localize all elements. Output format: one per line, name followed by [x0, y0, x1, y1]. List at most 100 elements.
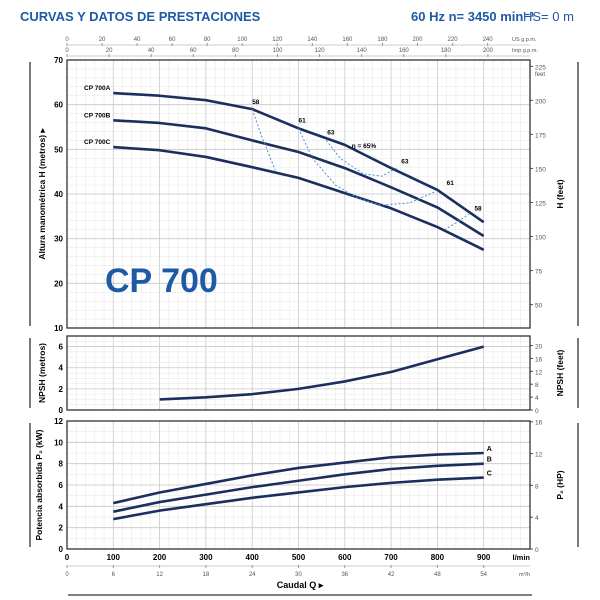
x-tick-label: 600: [338, 553, 352, 562]
curve-label: CP 700A: [84, 85, 111, 92]
x-tick-label: 300: [199, 553, 213, 562]
top-axis-unit: Imp g.p.m.: [512, 48, 538, 54]
top-axis-label: 180: [441, 48, 452, 54]
curve-c: [113, 476, 484, 521]
y-tick-label: 0: [59, 406, 64, 415]
m3h-unit: m³/h: [519, 572, 530, 578]
y-tick-label: 60: [54, 101, 63, 110]
m3h-tick-label: 18: [203, 572, 210, 578]
top-axis-label: 160: [342, 37, 353, 43]
efficiency-label: η = 65%: [352, 143, 377, 150]
y-tick-label: 2: [59, 385, 64, 394]
efficiency-line-58: [444, 213, 470, 231]
right-tick-label: 150: [535, 166, 546, 173]
top-axis-label: 40: [134, 37, 141, 43]
top-axis-label: 100: [272, 48, 283, 54]
right-tick-label: 8: [535, 483, 539, 490]
m3h-tick-label: 24: [249, 572, 256, 578]
curve-b: [113, 462, 484, 513]
curve-cp-700b: [113, 119, 485, 238]
top-axis-label: 0: [65, 37, 69, 43]
y-tick-label: 10: [54, 324, 63, 333]
y-axis-title: Altura manométrica H (metros) ▸: [37, 128, 47, 260]
right-tick-label: 12: [535, 369, 543, 376]
x-tick-label: 700: [384, 553, 398, 562]
top-axis-label: 240: [483, 37, 494, 43]
x-axis-title: Caudal Q ▸: [277, 580, 324, 590]
curve-npsh: [159, 345, 485, 401]
right-tick-label: 16: [535, 420, 543, 427]
right-tick-label: 16: [535, 356, 543, 363]
y-axis-title-right: H (feet): [555, 179, 565, 208]
y-tick-label: 20: [54, 279, 63, 288]
right-tick-label: 50: [535, 303, 543, 310]
m3h-tick-label: 0: [65, 572, 69, 578]
efficiency-line-58: [251, 108, 276, 171]
page-title: CURVAS Y DATOS DE PRESTACIONES: [20, 9, 261, 24]
top-axis-label: 180: [377, 37, 388, 43]
top-axis-label: 0: [65, 48, 69, 54]
top-axis-label: 20: [106, 48, 113, 54]
right-tick-label: 125: [535, 200, 546, 207]
curve-a: [113, 451, 484, 505]
right-tick-label: 4: [535, 515, 539, 522]
top-axis-unit: US g.p.m.: [512, 37, 537, 43]
m3h-tick-label: 12: [156, 572, 163, 578]
right-tick-label: 0: [535, 408, 539, 415]
y-tick-label: 6: [59, 481, 64, 490]
top-axis-label: 60: [169, 37, 176, 43]
m3h-tick-label: 54: [480, 572, 487, 578]
right-tick-label: 4: [535, 395, 539, 402]
top-axis-label: 80: [232, 48, 239, 54]
right-axis-unit: feet: [535, 72, 545, 78]
m3h-tick-label: 42: [388, 572, 395, 578]
x-axis-unit: l/min: [512, 553, 530, 562]
top-axis-label: 120: [272, 37, 283, 43]
efficiency-label: 61: [299, 118, 307, 125]
right-tick-label: 8: [535, 382, 539, 389]
curve-label: CP 700B: [84, 112, 111, 119]
curve-cp-700c: [113, 145, 485, 251]
top-axis-label: 220: [448, 37, 459, 43]
suction-height: HS= 0 m: [523, 9, 574, 24]
y-axis-title: NPSH (metros): [37, 343, 47, 403]
m3h-tick-label: 6: [112, 572, 116, 578]
x-tick-label: 500: [292, 553, 306, 562]
efficiency-label: 61: [447, 180, 455, 187]
curve-label: B: [487, 457, 492, 464]
y-tick-label: 70: [54, 56, 63, 65]
m3h-tick-label: 48: [434, 572, 441, 578]
right-tick-label: 175: [535, 132, 546, 139]
plot-frame: [66, 335, 531, 411]
right-tick-label: 20: [535, 344, 543, 351]
right-tick-label: 100: [535, 235, 546, 242]
efficiency-label: 58: [474, 206, 482, 213]
m3h-tick-label: 30: [295, 572, 302, 578]
y-tick-label: 6: [59, 343, 64, 352]
y-tick-label: 50: [54, 145, 63, 154]
y-tick-label: 4: [59, 364, 64, 373]
x-tick-label: 900: [477, 553, 491, 562]
curve-label: A: [487, 446, 492, 453]
plot-frame: [66, 420, 531, 550]
top-axis-label: 100: [237, 37, 248, 43]
y-axis-title-right: P₂ (HP): [555, 470, 565, 499]
right-tick-label: 0: [535, 547, 539, 554]
efficiency-label: 63: [401, 159, 409, 166]
model-label: CP 700: [105, 262, 218, 300]
efficiency-label: 63: [327, 130, 335, 137]
header: CURVAS Y DATOS DE PRESTACIONES 60 Hz n= …: [0, 0, 600, 30]
top-axis-label: 60: [190, 48, 197, 54]
top-axis-label: 140: [357, 48, 368, 54]
top-axis-label: 80: [204, 37, 211, 43]
x-tick-label: 200: [153, 553, 167, 562]
frequency-speed: 60 Hz n= 3450 min⁻¹: [411, 9, 535, 24]
efficiency-label: 58: [252, 99, 260, 106]
right-tick-label: 75: [535, 269, 543, 276]
y-tick-label: 2: [59, 524, 64, 533]
x-tick-label: 100: [107, 553, 121, 562]
top-axis-label: 40: [148, 48, 155, 54]
y-tick-label: 12: [54, 417, 63, 426]
top-axis-label: 200: [412, 37, 423, 43]
